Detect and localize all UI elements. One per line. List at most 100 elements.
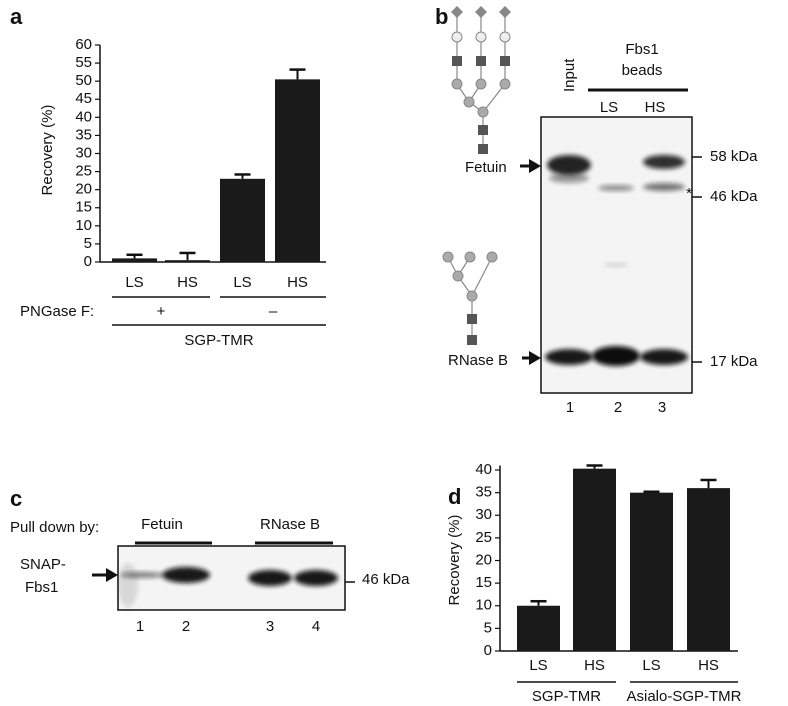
bar bbox=[687, 488, 730, 651]
y-tick-label: 0 bbox=[484, 642, 492, 659]
glycan-diamond bbox=[451, 6, 463, 18]
x-tick-label: HS bbox=[177, 274, 198, 291]
glycan-circle bbox=[475, 31, 487, 43]
x-tick-label: LS bbox=[233, 274, 251, 291]
glycan-square bbox=[476, 56, 486, 66]
lane-number: 4 bbox=[312, 618, 320, 635]
y-tick-label: 25 bbox=[475, 529, 492, 546]
y-tick-label: 20 bbox=[75, 181, 92, 198]
panel-letter: d bbox=[448, 484, 461, 509]
marker-label: 17 kDa bbox=[710, 353, 758, 370]
x-tick-label: LS bbox=[642, 657, 660, 674]
marker-label: 46 kDa bbox=[362, 571, 410, 588]
lane-number: 2 bbox=[614, 399, 622, 416]
y-tick-label: 5 bbox=[484, 619, 492, 636]
y-tick-label: 0 bbox=[84, 253, 92, 270]
lane-number: 3 bbox=[266, 618, 274, 635]
lane-label: LS bbox=[600, 99, 618, 116]
y-axis-label: Recovery (%) bbox=[39, 105, 56, 196]
gel-band bbox=[604, 263, 628, 267]
bar bbox=[165, 260, 210, 262]
glycan-diamond bbox=[475, 6, 487, 18]
gel-band bbox=[294, 570, 338, 586]
pull-down-label: Pull down by: bbox=[10, 519, 99, 536]
y-tick-label: 60 bbox=[75, 36, 92, 53]
header: Fbs1 bbox=[625, 41, 658, 58]
arrow-head bbox=[529, 351, 541, 365]
glycan-diamond bbox=[499, 6, 511, 18]
bar bbox=[220, 178, 265, 262]
x-tick-label: LS bbox=[529, 657, 547, 674]
gel-band bbox=[120, 572, 164, 578]
y-tick-label: 30 bbox=[475, 506, 492, 523]
glycan-circle bbox=[451, 78, 463, 90]
span-label: SGP-TMR bbox=[184, 332, 253, 349]
x-tick-label: HS bbox=[584, 657, 605, 674]
glycan-square bbox=[478, 125, 488, 135]
gel-band bbox=[643, 183, 685, 191]
glycan-circle bbox=[486, 251, 498, 263]
bar bbox=[517, 605, 560, 651]
glycan-circle bbox=[499, 31, 511, 43]
glycan-circle bbox=[452, 270, 464, 282]
lane-number: 1 bbox=[136, 618, 144, 635]
band-label: RNase B bbox=[448, 352, 508, 369]
group-label: Fetuin bbox=[141, 516, 183, 533]
y-tick-label: 35 bbox=[75, 126, 92, 143]
protein-label: SNAP- bbox=[20, 556, 66, 573]
glycan-square bbox=[452, 56, 462, 66]
y-tick-label: 15 bbox=[475, 574, 492, 591]
group-label: + bbox=[157, 303, 166, 320]
band-label: Fetuin bbox=[465, 159, 507, 176]
glycan-circle bbox=[466, 290, 478, 302]
row-label: PNGase F: bbox=[20, 303, 94, 320]
gel-band bbox=[118, 563, 138, 607]
gel-band bbox=[162, 567, 210, 583]
glycan-circle bbox=[475, 78, 487, 90]
panel-letter: a bbox=[10, 4, 23, 29]
group-label: SGP-TMR bbox=[532, 688, 601, 705]
bar bbox=[112, 258, 157, 262]
glycan-circle bbox=[477, 106, 489, 118]
y-tick-label: 10 bbox=[475, 597, 492, 614]
y-tick-label: 20 bbox=[475, 551, 492, 568]
panel-letter: b bbox=[435, 4, 448, 29]
y-tick-label: 15 bbox=[75, 199, 92, 216]
lane-number: 1 bbox=[566, 399, 574, 416]
y-tick-label: 35 bbox=[475, 484, 492, 501]
gel-band bbox=[592, 346, 640, 366]
lane-label: HS bbox=[645, 99, 666, 116]
glycan-square bbox=[478, 144, 488, 154]
gel-band bbox=[598, 185, 634, 191]
y-axis-label: Recovery (%) bbox=[446, 515, 463, 606]
y-tick-label: 50 bbox=[75, 72, 92, 89]
marker-label: 58 kDa bbox=[710, 148, 758, 165]
bar bbox=[573, 468, 616, 651]
y-tick-label: 5 bbox=[84, 235, 92, 252]
bar bbox=[630, 492, 673, 651]
glycan-square bbox=[500, 56, 510, 66]
x-tick-label: HS bbox=[698, 657, 719, 674]
group-label: – bbox=[269, 303, 278, 320]
arrow-head bbox=[106, 568, 118, 582]
arrow-head bbox=[529, 159, 541, 173]
gel-band bbox=[640, 349, 688, 365]
bar bbox=[275, 79, 320, 262]
glycan-square bbox=[467, 335, 477, 345]
glycan-circle bbox=[464, 251, 476, 263]
lane-label: Input bbox=[561, 58, 578, 92]
marker-label: 46 kDa bbox=[710, 188, 758, 205]
lane-number: 3 bbox=[658, 399, 666, 416]
group-label: RNase B bbox=[260, 516, 320, 533]
glycan-circle bbox=[442, 251, 454, 263]
glycan-square bbox=[467, 314, 477, 324]
panel-letter: c bbox=[10, 486, 22, 511]
gel-band bbox=[545, 349, 593, 365]
y-tick-label: 10 bbox=[75, 217, 92, 234]
x-tick-label: LS bbox=[125, 274, 143, 291]
y-tick-label: 55 bbox=[75, 54, 92, 71]
protein-label: Fbs1 bbox=[25, 579, 58, 596]
glycan-link bbox=[471, 256, 493, 297]
glycan-circle bbox=[499, 78, 511, 90]
